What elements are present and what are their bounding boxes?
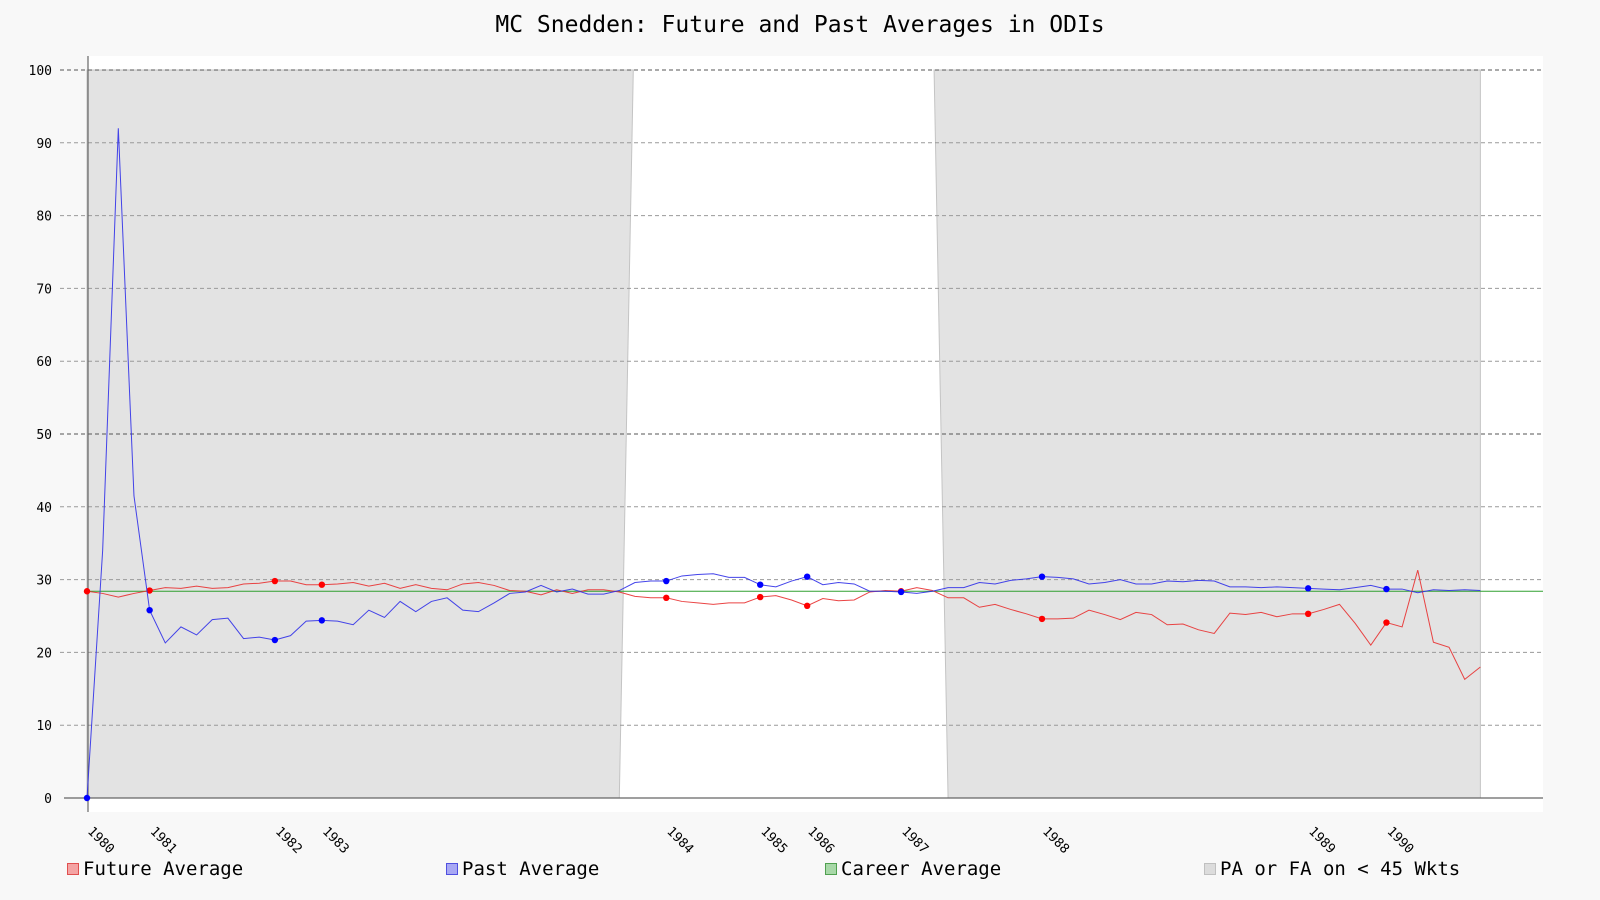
point-past-average-46: [803, 573, 811, 580]
x-tick-label-1984: 1984: [663, 824, 696, 857]
y-tick-label-90: 90: [36, 137, 52, 152]
y-tick-label-20: 20: [36, 646, 52, 661]
x-tick-label-1983: 1983: [319, 824, 352, 857]
y-tick-label-0: 0: [44, 792, 52, 807]
x-tick-label-1988: 1988: [1039, 824, 1072, 857]
point-future-average-0: [83, 588, 91, 595]
point-future-average-78: [1304, 610, 1312, 618]
point-past-average-37: [663, 577, 670, 585]
point-future-average-15: [318, 581, 326, 588]
point-future-average-12: [271, 577, 279, 585]
y-tick-label-100: 100: [29, 64, 52, 79]
legend-item-low-wickets: PA or FA on < 45 Wkts: [1204, 858, 1460, 880]
legend-item-past-average: Past Average: [446, 858, 599, 880]
point-past-average-43: [757, 581, 764, 588]
x-tick-label-1981: 1981: [147, 824, 180, 857]
x-tick-label-1987: 1987: [898, 824, 931, 857]
y-tick-label-60: 60: [36, 355, 52, 370]
legend-label-low-wickets: PA or FA on < 45 Wkts: [1220, 858, 1461, 880]
legend-swatch-past-average: [446, 863, 458, 875]
y-tick-label-50: 50: [36, 428, 52, 443]
point-future-average-61: [1038, 615, 1046, 623]
point-past-average-15: [318, 617, 326, 624]
point-future-average-4: [146, 587, 153, 594]
chart-title: MC Snedden: Future and Past Averages in …: [495, 12, 1105, 38]
legend-item-future-average: Future Average: [67, 858, 243, 880]
legend-item-career-average: Career Average: [825, 858, 1001, 880]
y-tick-label-30: 30: [36, 574, 52, 589]
point-future-average-83: [1383, 619, 1390, 626]
x-tick-label-1980: 1980: [84, 824, 117, 857]
point-past-average-61: [1038, 573, 1046, 580]
point-past-average-12: [271, 636, 279, 644]
y-tick-label-40: 40: [36, 501, 52, 516]
point-past-average-52: [897, 588, 905, 596]
legend: Future Average Past Average Career Avera…: [0, 858, 1600, 882]
y-tick-label-70: 70: [36, 282, 52, 297]
point-future-average-37: [663, 594, 670, 601]
x-tick-label-1985: 1985: [757, 824, 790, 857]
point-future-average-43: [757, 593, 764, 601]
x-tick-label-1989: 1989: [1305, 824, 1338, 857]
point-past-average-78: [1304, 585, 1312, 592]
legend-label-future-average: Future Average: [83, 858, 244, 880]
x-tick-label-1990: 1990: [1384, 824, 1417, 857]
y-tick-label-10: 10: [36, 719, 52, 734]
legend-label-past-average: Past Average: [462, 858, 600, 880]
x-tick-label-1982: 1982: [272, 824, 305, 857]
point-past-average-0: [83, 794, 91, 802]
legend-swatch-future-average: [67, 863, 79, 875]
legend-label-career-average: Career Average: [841, 858, 1002, 880]
legend-swatch-career-average: [825, 863, 837, 875]
x-tick-label-1986: 1986: [804, 824, 837, 857]
point-future-average-46: [803, 602, 811, 610]
y-tick-label-80: 80: [36, 210, 52, 225]
point-past-average-83: [1383, 585, 1390, 593]
legend-swatch-low-wickets: [1204, 863, 1216, 875]
point-past-average-4: [146, 606, 153, 614]
